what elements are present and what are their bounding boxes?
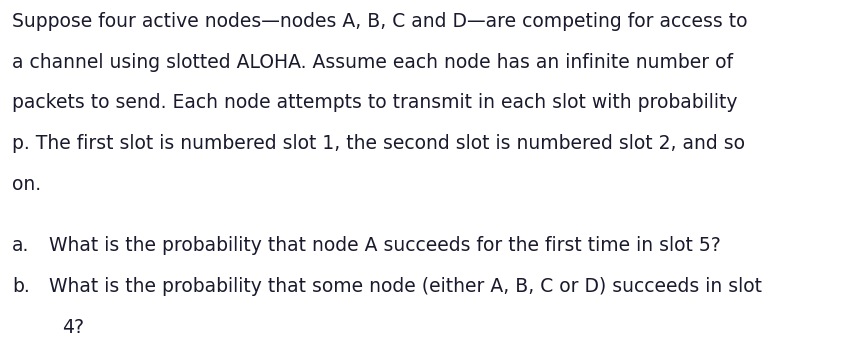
Text: What is the probability that some node (either A, B, C or D) succeeds in slot: What is the probability that some node (… bbox=[49, 277, 762, 296]
Text: Suppose four active nodes—nodes A, B, C and D—are competing for access to: Suppose four active nodes—nodes A, B, C … bbox=[12, 12, 747, 31]
Text: a.: a. bbox=[12, 236, 30, 255]
Text: 4?: 4? bbox=[62, 318, 84, 337]
Text: on.: on. bbox=[12, 175, 41, 194]
Text: a channel using slotted ALOHA. Assume each node has an infinite number of: a channel using slotted ALOHA. Assume ea… bbox=[12, 53, 733, 72]
Text: What is the probability that node A succeeds for the first time in slot 5?: What is the probability that node A succ… bbox=[49, 236, 721, 255]
Text: p. The first slot is numbered slot 1, the second slot is numbered slot 2, and so: p. The first slot is numbered slot 1, th… bbox=[12, 134, 745, 153]
Text: packets to send. Each node attempts to transmit in each slot with probability: packets to send. Each node attempts to t… bbox=[12, 93, 738, 112]
Text: b.: b. bbox=[12, 277, 30, 296]
